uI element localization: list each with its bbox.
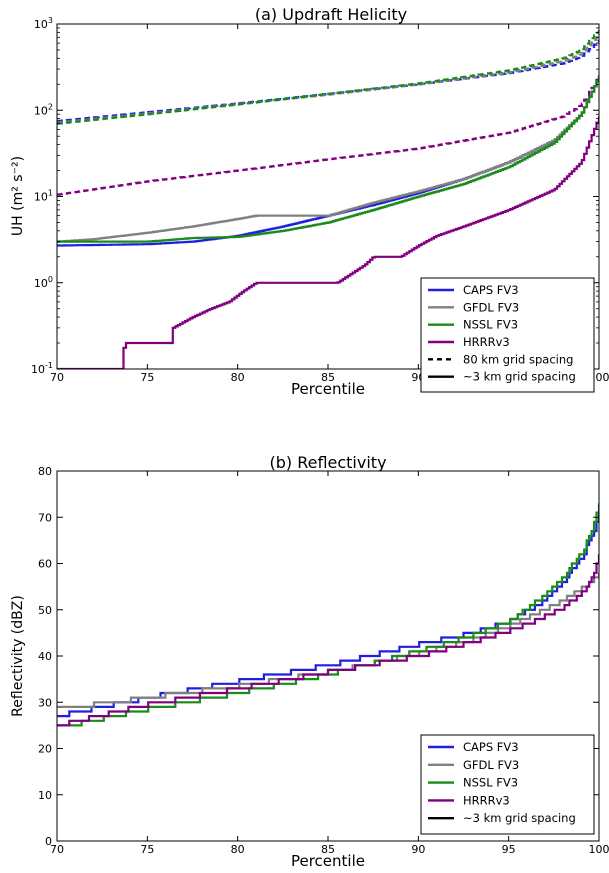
series-line-nssl-fv3-3-km <box>57 75 599 243</box>
y-tick-label: 80 <box>38 465 52 478</box>
legend-box <box>420 277 595 393</box>
x-tick-label: 85 <box>321 371 335 384</box>
legend-label-3-km-grid-spacing: ~3 km grid spacing <box>463 370 576 384</box>
legend: CAPS FV3 GFDL FV3 NSSL FV3 HRRRv3 ~3 km grid… <box>420 734 595 835</box>
series-line-gfdl-fv3 <box>57 572 599 708</box>
x-tick-label: 85 <box>321 843 335 856</box>
legend-label-nssl-fv3: NSSL FV3 <box>463 318 518 332</box>
x-tick-label: 80 <box>231 843 245 856</box>
legend: CAPS FV3 GFDL FV3 NSSL FV3 HRRRv3 80 km grid… <box>420 277 595 393</box>
y-axis: 10-1 100 101 102 103 <box>31 16 599 376</box>
legend-label-3-km-grid-spacing: ~3 km grid spacing <box>463 811 576 825</box>
x-tick-label: 100 <box>589 843 609 856</box>
y-tick-label: 102 <box>34 102 53 117</box>
chart-title: (a) Updraft Helicity <box>255 5 407 24</box>
y-tick-label: 103 <box>34 16 53 31</box>
series-line-caps-fv3-3-km <box>57 75 599 247</box>
legend-label-caps-fv3: CAPS FV3 <box>463 740 519 754</box>
series-line-caps-fv3-80-km <box>57 40 599 123</box>
series-line-hrrrv3-80-km <box>57 75 599 196</box>
series-line-gfdl-fv3-3-km <box>57 75 599 243</box>
y-tick-label: 100 <box>34 275 53 290</box>
y-tick-label: 50 <box>38 604 52 617</box>
legend-label-80-km-grid-spacing: 80 km grid spacing <box>463 352 573 366</box>
legend-label-caps-fv3: CAPS FV3 <box>463 283 519 297</box>
y-tick-label: 0 <box>45 835 52 848</box>
x-tick-label: 75 <box>140 371 154 384</box>
series-line-hrrrv3 <box>57 554 599 727</box>
y-tick-label: 30 <box>38 696 52 709</box>
legend-label-gfdl-fv3: GFDL FV3 <box>463 758 519 772</box>
y-tick-label: 101 <box>34 189 53 204</box>
series-line-hrrrv3-3-km <box>57 116 599 369</box>
x-tick-label: 70 <box>50 843 64 856</box>
series-group <box>57 30 599 369</box>
y-axis: 0 10 20 30 40 50 60 70 80 <box>38 465 599 848</box>
x-tick-label: 75 <box>140 843 154 856</box>
legend-label-gfdl-fv3: GFDL FV3 <box>463 300 519 314</box>
panel-updraft-helicity: (a) Updraft Helicity 10-1 100 101 102 103 70… <box>10 5 609 398</box>
series-line-nssl-fv3 <box>57 503 599 727</box>
legend-label-hrrrv3: HRRRv3 <box>463 793 510 807</box>
y-tick-label: 10 <box>38 789 52 802</box>
y-axis-label: UH (m² s⁻²) <box>10 156 26 236</box>
legend-label-nssl-fv3: NSSL FV3 <box>463 776 518 790</box>
y-axis-label: Reflectivity (dBZ) <box>10 595 26 717</box>
chart-title: (b) Reflectivity <box>269 453 386 472</box>
series-line-gfdl-fv3-80-km <box>57 34 599 124</box>
x-axis-label: Percentile <box>291 380 365 398</box>
series-line-nssl-fv3-80-km <box>57 30 599 125</box>
x-tick-label: 90 <box>411 843 425 856</box>
x-axis-label: Percentile <box>291 852 365 870</box>
y-tick-label: 70 <box>38 511 52 524</box>
x-axis: 70 75 80 85 90 95 100 <box>50 471 609 856</box>
x-tick-label: 70 <box>50 371 64 384</box>
x-tick-label: 80 <box>231 371 245 384</box>
y-tick-label: 10-1 <box>31 361 53 376</box>
y-tick-label: 60 <box>38 558 52 571</box>
y-tick-label: 40 <box>38 650 52 663</box>
panel-reflectivity: (b) Reflectivity 0 10 20 30 40 50 60 70 80 70 75 8… <box>10 453 609 870</box>
series-group <box>57 503 599 727</box>
x-tick-label: 95 <box>502 843 516 856</box>
y-tick-label: 20 <box>38 743 52 756</box>
legend-label-hrrrv3: HRRRv3 <box>463 335 510 349</box>
